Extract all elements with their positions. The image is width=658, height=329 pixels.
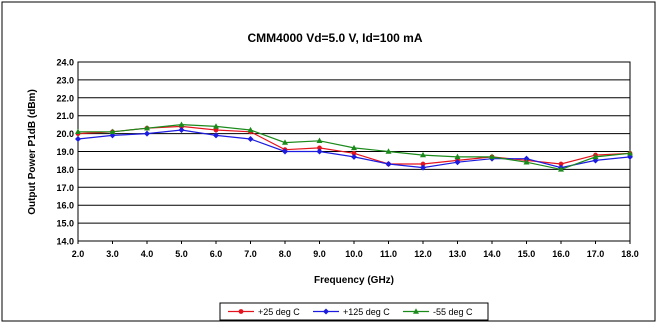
data-point: [144, 130, 150, 137]
data-point: [523, 155, 530, 162]
data-point: [558, 166, 564, 172]
legend-box: [219, 302, 489, 321]
x-tick-label: 3.0: [106, 249, 119, 259]
data-point: [385, 148, 392, 154]
data-point: [247, 126, 254, 133]
x-tick-label: 14.0: [483, 249, 501, 259]
x-tick-label: 15.0: [518, 249, 536, 259]
grid-lines: [78, 61, 630, 242]
data-series: [75, 121, 633, 172]
x-tick-label: 7.0: [244, 249, 257, 259]
data-point: [213, 132, 219, 139]
data-point: [420, 164, 426, 171]
data-point: [213, 127, 219, 133]
x-tick-label: 18.0: [621, 249, 639, 259]
x-tick-label: 4.0: [141, 249, 154, 259]
data-point: [109, 128, 116, 135]
y-tick-label: 20.0: [56, 129, 74, 139]
legend-label: -55 deg C: [433, 307, 473, 317]
x-tick-label: 12.0: [414, 249, 432, 259]
y-axis-label: Output Power P1dB (dBm): [27, 89, 38, 215]
y-tick-label: 21.0: [56, 111, 74, 121]
y-tick-label: 23.0: [56, 75, 74, 85]
data-point: [351, 144, 357, 151]
x-tick-label: 11.0: [380, 249, 397, 259]
data-point: [420, 151, 426, 158]
y-tick-label: 18.0: [56, 165, 74, 175]
x-tick-labels: 2.0 3.0 4.0 5.0 6.0 7.0 8.0 9.0 10.0 11.0 12.0 13.0…: [72, 241, 639, 259]
x-axis-label: Frequency (GHz): [314, 275, 394, 286]
x-tick-label: 17.0: [587, 249, 605, 259]
x-tick-label: 8.0: [279, 249, 292, 259]
legend-marker: [323, 308, 329, 315]
chart-title: CMM4000 Vd=5.0 V, Id=100 mA: [248, 31, 423, 45]
data-point: [420, 161, 426, 167]
data-point: [489, 153, 495, 160]
data-point: [178, 127, 185, 134]
data-point: [316, 137, 323, 143]
data-point: [282, 139, 288, 145]
legend-label: +25 deg C: [258, 307, 300, 317]
data-point: [351, 153, 357, 160]
data-point: [523, 159, 530, 165]
data-point: [75, 135, 81, 142]
x-tick-label: 16.0: [552, 249, 570, 259]
data-point: [316, 148, 323, 155]
legend-marker: [413, 308, 419, 314]
y-tick-label: 16.0: [56, 201, 74, 211]
y-tick-label: 15.0: [56, 219, 74, 229]
data-point: [144, 125, 150, 131]
data-point: [282, 148, 288, 155]
y-tick-label: 22.0: [56, 93, 74, 103]
y-tick-label: 19.0: [56, 147, 74, 157]
x-tick-label: 6.0: [210, 249, 223, 259]
y-tick-label: 14.0: [56, 237, 74, 247]
data-point: [627, 150, 633, 156]
data-point: [247, 135, 254, 142]
data-point: [351, 150, 357, 156]
legend-marker: [238, 309, 244, 314]
x-tick-label: 5.0: [175, 249, 188, 259]
data-point: [75, 128, 81, 135]
data-point: [178, 121, 185, 127]
x-tick-label: 13.0: [449, 249, 467, 259]
y-tick-label: 17.0: [56, 183, 74, 193]
y-tick-label: 24.0: [56, 58, 74, 68]
x-tick-label: 9.0: [313, 249, 326, 259]
data-point: [558, 161, 564, 167]
data-point: [213, 123, 219, 129]
x-tick-label: 10.0: [345, 249, 363, 259]
x-tick-label: 2.0: [72, 249, 85, 259]
legend: +25 deg C +125 deg C -55 deg C: [228, 307, 473, 317]
data-point: [454, 159, 461, 166]
y-tick-labels: 14.0 15.0 16.0 17.0 18.0 19.0 20.0 21.0 22.0 23.0…: [56, 58, 74, 247]
data-point: [454, 153, 461, 160]
data-point: [385, 161, 392, 168]
data-point: [317, 145, 322, 151]
legend-label: +125 deg C: [343, 307, 390, 317]
data-point: [592, 153, 599, 160]
